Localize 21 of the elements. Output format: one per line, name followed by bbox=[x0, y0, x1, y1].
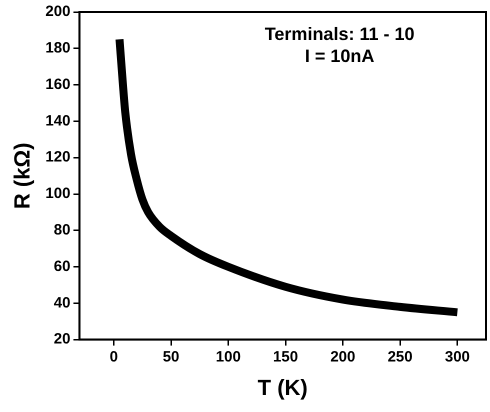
x-tick-label: 150 bbox=[273, 348, 298, 366]
annotation: Terminals: 11 - 10 bbox=[264, 24, 415, 44]
annotation: I = 10nA bbox=[304, 46, 374, 66]
y-axis-title: R (kΩ) bbox=[9, 142, 34, 210]
x-tick-label: 200 bbox=[330, 348, 356, 366]
x-tick-label: 250 bbox=[388, 348, 413, 366]
x-tick-label: 300 bbox=[444, 348, 470, 366]
y-tick-label: 80 bbox=[54, 222, 70, 239]
y-tick-label: 120 bbox=[45, 148, 70, 166]
y-tick-label: 60 bbox=[54, 258, 70, 275]
x-axis-title: T (K) bbox=[258, 374, 308, 400]
y-tick-label: 140 bbox=[45, 112, 70, 130]
x-tick-label: 50 bbox=[162, 348, 180, 366]
y-tick-label: 40 bbox=[54, 294, 70, 312]
y-tick-label: 180 bbox=[45, 40, 70, 57]
x-tick-label: 0 bbox=[110, 348, 118, 366]
y-tick-label: 200 bbox=[45, 3, 70, 20]
x-tick-label: 100 bbox=[216, 348, 241, 366]
y-tick-label: 100 bbox=[45, 185, 70, 202]
y-tick-label: 20 bbox=[54, 330, 70, 348]
y-tick-label: 160 bbox=[45, 76, 70, 93]
